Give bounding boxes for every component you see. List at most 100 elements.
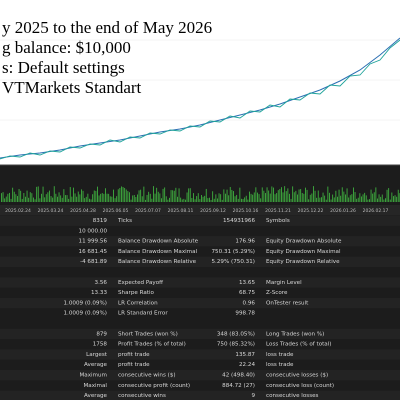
date-label: 2025.03.24: [38, 208, 64, 214]
volume-bar: [293, 192, 295, 202]
volume-bar: [193, 193, 194, 202]
volume-bar: [117, 189, 119, 202]
graph-area: [0, 0, 400, 165]
volume-bar: [357, 197, 359, 202]
volume-bar: [66, 195, 68, 202]
volume-bar: [348, 197, 350, 202]
volume-bar: [31, 193, 33, 202]
volume-bar: [13, 191, 15, 202]
volume-bar: [236, 194, 238, 202]
date-label: 2025.04.28: [70, 208, 96, 214]
volume-bar: [228, 195, 230, 202]
volume-bar: [301, 192, 303, 202]
volume-bar: [105, 188, 106, 202]
volume-bar: [26, 190, 28, 202]
volume-bar: [217, 198, 218, 202]
cell-value: 13.33: [91, 290, 107, 296]
volume-bar: [175, 187, 177, 202]
volume-bar: [161, 198, 162, 202]
volume-bar: [61, 197, 63, 202]
volume-bar: [90, 199, 92, 202]
volume-bar: [322, 192, 324, 202]
date-label: 2025.02.24: [5, 208, 31, 214]
volume-bar: [132, 195, 134, 202]
volume-bar: [364, 192, 366, 202]
cell-label: Margin Level: [266, 280, 302, 286]
volume-bar: [229, 186, 231, 202]
volume-bar: [220, 194, 222, 202]
cell-value: 9: [251, 393, 255, 399]
cell-value: 879: [96, 331, 107, 337]
volume-bar: [119, 187, 121, 202]
volume-bar: [388, 188, 390, 202]
equity-curve: [0, 39, 400, 160]
cell-label: consecutive losses ($): [266, 373, 328, 379]
volume-bar: [266, 187, 268, 202]
date-label: 2025.06.05: [103, 208, 129, 214]
volume-bar: [47, 192, 49, 202]
volume-bar: [311, 193, 313, 202]
volume-bar: [28, 197, 30, 202]
cell-value: Maximal: [83, 383, 107, 389]
volume-bar: [108, 193, 110, 202]
volume-bar: [25, 196, 26, 202]
volume-bar: [109, 196, 111, 202]
volume-bar: [351, 194, 353, 202]
volume-bar: [361, 196, 362, 202]
volume-bar: [250, 193, 252, 202]
volume-bar: [345, 194, 346, 202]
volume-bar: [194, 199, 196, 202]
volume-bar: [324, 195, 326, 202]
cell-value: 16 681.45: [79, 249, 108, 255]
cell-label: Balance Drawdown Maximal: [118, 249, 198, 255]
volume-bar: [2, 192, 4, 202]
cell-value: 998.78: [235, 311, 255, 317]
volume-bar: [180, 197, 182, 202]
cell-label: Expected Payoff: [118, 280, 163, 286]
volume-bar: [333, 197, 335, 202]
volume-bar: [191, 197, 193, 202]
row-bg: [0, 390, 400, 400]
volume-bar: [15, 194, 17, 202]
volume-bar: [244, 197, 246, 202]
cell-value: 5.29% (750.31): [212, 259, 256, 265]
volume-bar: [82, 190, 84, 202]
cell-label: Balance Drawdown Absolute: [118, 239, 199, 245]
cell-value: 11 999.56: [79, 239, 108, 245]
volume-bar: [173, 190, 175, 202]
volume-bar: [4, 198, 6, 202]
volume-bar: [201, 195, 202, 202]
volume-bar: [165, 196, 167, 202]
cell-value: 154931966: [223, 218, 255, 224]
volume-bar: [372, 193, 374, 202]
cell-label: Equity Drawdown Relative: [266, 259, 340, 265]
volume-bar: [9, 192, 10, 202]
volume-bar: [68, 198, 70, 202]
cell-value: Average: [84, 393, 108, 399]
volume-bar: [154, 193, 156, 202]
volume-bar: [196, 196, 198, 202]
volume-bar: [369, 199, 370, 202]
cell-label: consecutive loss (count): [266, 383, 334, 389]
volume-bar: [319, 197, 321, 202]
volume-bar: [343, 191, 345, 202]
volume-bar: [282, 192, 284, 202]
row-bg: [0, 297, 400, 309]
volume-bar: [181, 199, 183, 202]
volume-bar: [98, 195, 100, 202]
volume-bar: [257, 192, 258, 202]
volume-bar: [316, 197, 318, 202]
volume-bar: [130, 199, 132, 202]
cell-value: 884.72 (27): [222, 383, 255, 389]
volume-bar: [305, 187, 306, 202]
volume-bar: [242, 199, 244, 202]
cell-label: profit trade: [118, 362, 150, 368]
volume-bar: [148, 191, 150, 202]
volume-bar: [303, 193, 305, 202]
volume-bar: [335, 190, 337, 202]
volume-bar: [10, 198, 12, 202]
volume-bar: [74, 193, 76, 202]
volume-bar: [393, 196, 394, 202]
volume-bar: [57, 196, 58, 202]
volume-bar: [37, 186, 39, 202]
